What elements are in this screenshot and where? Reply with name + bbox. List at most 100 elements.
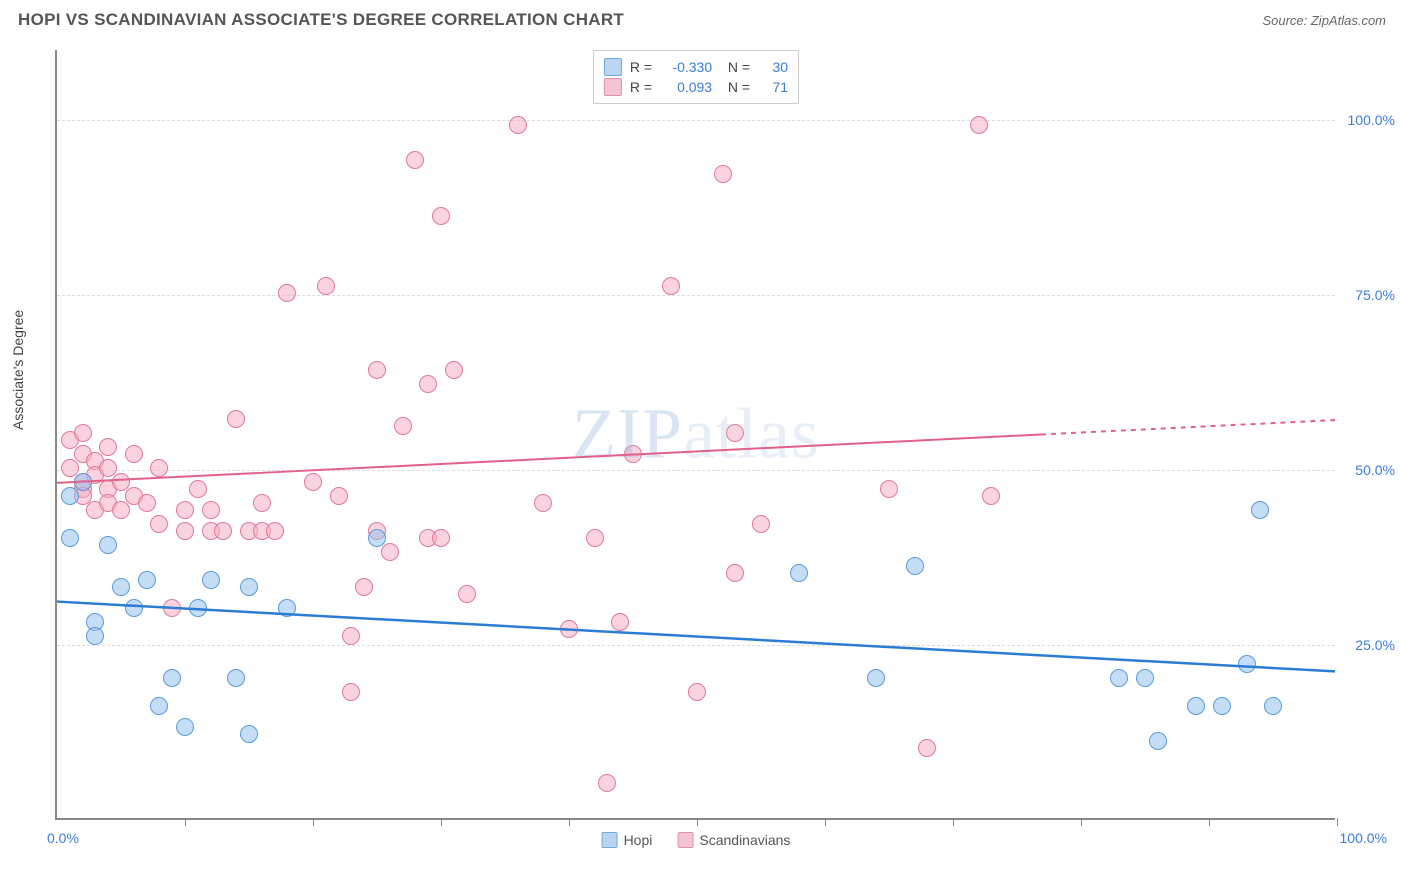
x-tick <box>825 818 826 826</box>
data-point-scandinavians <box>253 494 271 512</box>
data-point-scandinavians <box>99 438 117 456</box>
data-point-scandinavians <box>406 151 424 169</box>
data-point-scandinavians <box>560 620 578 638</box>
data-point-scandinavians <box>150 515 168 533</box>
legend-n-label: N = <box>720 79 750 95</box>
legend-r-value-scandinavian: 0.093 <box>662 79 712 95</box>
data-point-scandinavians <box>534 494 552 512</box>
data-point-hopi <box>61 487 79 505</box>
y-axis-label: Associate's Degree <box>10 310 26 430</box>
data-point-scandinavians <box>714 165 732 183</box>
data-point-scandinavians <box>586 529 604 547</box>
legend-item-scandinavian: Scandinavians <box>677 832 790 848</box>
data-point-scandinavians <box>112 501 130 519</box>
data-point-scandinavians <box>189 480 207 498</box>
data-point-hopi <box>1149 732 1167 750</box>
data-point-hopi <box>368 529 386 547</box>
data-point-scandinavians <box>458 585 476 603</box>
gridline <box>57 470 1335 471</box>
data-point-hopi <box>867 669 885 687</box>
x-tick <box>1209 818 1210 826</box>
data-point-scandinavians <box>970 116 988 134</box>
x-tick <box>697 818 698 826</box>
legend-item-hopi: Hopi <box>602 832 653 848</box>
y-tick-label: 50.0% <box>1355 462 1395 478</box>
data-point-hopi <box>790 564 808 582</box>
data-point-scandinavians <box>342 683 360 701</box>
data-point-hopi <box>227 669 245 687</box>
legend-row-hopi: R = -0.330 N = 30 <box>604 58 788 76</box>
data-point-scandinavians <box>918 739 936 757</box>
data-point-scandinavians <box>726 564 744 582</box>
data-point-scandinavians <box>266 522 284 540</box>
data-point-hopi <box>86 627 104 645</box>
data-point-scandinavians <box>317 277 335 295</box>
legend-n-label: N = <box>720 59 750 75</box>
x-tick <box>569 818 570 826</box>
legend-row-scandinavian: R = 0.093 N = 71 <box>604 78 788 96</box>
data-point-scandinavians <box>342 627 360 645</box>
data-point-scandinavians <box>214 522 232 540</box>
x-tick <box>185 818 186 826</box>
data-point-hopi <box>125 599 143 617</box>
data-point-scandinavians <box>150 459 168 477</box>
data-point-hopi <box>1110 669 1128 687</box>
data-point-scandinavians <box>176 501 194 519</box>
y-tick-label: 25.0% <box>1355 637 1395 653</box>
chart-title: HOPI VS SCANDINAVIAN ASSOCIATE'S DEGREE … <box>18 10 624 30</box>
legend-n-value-hopi: 30 <box>760 59 788 75</box>
gridline <box>57 295 1335 296</box>
data-point-hopi <box>906 557 924 575</box>
data-point-scandinavians <box>688 683 706 701</box>
y-tick-label: 100.0% <box>1348 112 1395 128</box>
legend-swatch-hopi-icon <box>602 832 618 848</box>
data-point-scandinavians <box>176 522 194 540</box>
x-tick <box>1081 818 1082 826</box>
legend-r-label: R = <box>630 59 652 75</box>
data-point-scandinavians <box>598 774 616 792</box>
data-point-scandinavians <box>74 424 92 442</box>
x-tick <box>313 818 314 826</box>
data-point-scandinavians <box>381 543 399 561</box>
data-point-scandinavians <box>330 487 348 505</box>
data-point-hopi <box>74 473 92 491</box>
data-point-scandinavians <box>611 613 629 631</box>
data-point-hopi <box>278 599 296 617</box>
trend-lines <box>57 50 1335 818</box>
data-point-scandinavians <box>752 515 770 533</box>
data-point-scandinavians <box>355 578 373 596</box>
data-point-scandinavians <box>726 424 744 442</box>
x-axis-max-label: 100.0% <box>1340 830 1387 846</box>
y-tick-label: 75.0% <box>1355 287 1395 303</box>
x-tick <box>441 818 442 826</box>
data-point-scandinavians <box>368 361 386 379</box>
gridline <box>57 120 1335 121</box>
legend-n-value-scandinavian: 71 <box>760 79 788 95</box>
data-point-hopi <box>1251 501 1269 519</box>
x-tick <box>953 818 954 826</box>
data-point-hopi <box>176 718 194 736</box>
data-point-scandinavians <box>163 599 181 617</box>
data-point-scandinavians <box>880 480 898 498</box>
data-point-scandinavians <box>982 487 1000 505</box>
gridline <box>57 645 1335 646</box>
legend-r-value-hopi: -0.330 <box>662 59 712 75</box>
data-point-hopi <box>1264 697 1282 715</box>
data-point-scandinavians <box>202 501 220 519</box>
series-legend: Hopi Scandinavians <box>602 832 791 848</box>
scatter-chart: ZIPatlas R = -0.330 N = 30 R = 0.093 N =… <box>55 50 1335 820</box>
data-point-hopi <box>138 571 156 589</box>
data-point-scandinavians <box>125 445 143 463</box>
data-point-hopi <box>1136 669 1154 687</box>
legend-label-hopi: Hopi <box>624 832 653 848</box>
data-point-hopi <box>240 578 258 596</box>
data-point-scandinavians <box>662 277 680 295</box>
data-point-hopi <box>61 529 79 547</box>
x-axis-min-label: 0.0% <box>47 830 79 846</box>
data-point-scandinavians <box>304 473 322 491</box>
data-point-hopi <box>1238 655 1256 673</box>
data-point-scandinavians <box>432 207 450 225</box>
data-point-scandinavians <box>509 116 527 134</box>
correlation-legend: R = -0.330 N = 30 R = 0.093 N = 71 <box>593 50 799 104</box>
data-point-hopi <box>189 599 207 617</box>
